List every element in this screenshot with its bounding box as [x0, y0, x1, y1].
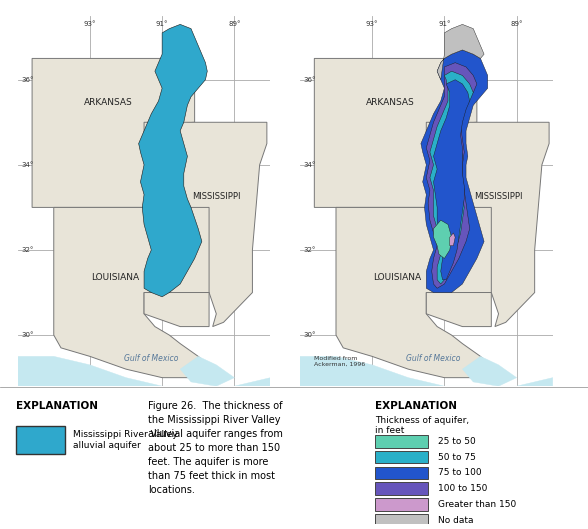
Polygon shape: [426, 293, 492, 326]
Bar: [375, 467, 427, 479]
Polygon shape: [450, 233, 455, 245]
Text: 93°: 93°: [83, 21, 96, 27]
Bar: [375, 482, 427, 495]
Text: 36°: 36°: [21, 77, 34, 83]
Text: 50 to 75: 50 to 75: [438, 452, 476, 462]
Bar: [375, 435, 427, 448]
Bar: [375, 498, 427, 511]
Text: LOUISIANA: LOUISIANA: [373, 273, 422, 282]
Bar: [375, 514, 427, 527]
Text: 34°: 34°: [303, 162, 316, 168]
Text: 91°: 91°: [438, 21, 450, 27]
Text: MISSISSIPPI: MISSISSIPPI: [475, 192, 523, 201]
Text: Thickness of aquifer,
in feet: Thickness of aquifer, in feet: [375, 416, 469, 435]
Text: 89°: 89°: [510, 21, 523, 27]
Text: 34°: 34°: [21, 162, 34, 168]
Text: 32°: 32°: [21, 247, 34, 253]
Polygon shape: [421, 50, 487, 293]
Text: Mississippi River Valley
alluvial aquifer: Mississippi River Valley alluvial aquife…: [73, 430, 178, 450]
Polygon shape: [336, 207, 506, 382]
Text: ARKANSAS: ARKANSAS: [83, 98, 132, 107]
Text: 30°: 30°: [21, 332, 34, 338]
Text: 30°: 30°: [303, 332, 316, 338]
Polygon shape: [430, 71, 473, 284]
Polygon shape: [426, 122, 549, 326]
Bar: [375, 451, 427, 463]
Polygon shape: [144, 122, 267, 326]
Text: ARKANSAS: ARKANSAS: [366, 98, 415, 107]
Polygon shape: [139, 24, 207, 297]
Text: 32°: 32°: [303, 247, 316, 253]
Polygon shape: [32, 58, 209, 207]
Polygon shape: [300, 357, 553, 399]
Polygon shape: [437, 24, 484, 80]
Polygon shape: [433, 220, 452, 259]
Text: 100 to 150: 100 to 150: [438, 484, 487, 494]
Polygon shape: [462, 357, 517, 386]
Polygon shape: [144, 293, 209, 326]
Text: 91°: 91°: [156, 21, 168, 27]
Text: Gulf of Mexico: Gulf of Mexico: [406, 353, 461, 363]
Bar: [16, 426, 65, 454]
Text: LOUISIANA: LOUISIANA: [91, 273, 139, 282]
Text: 93°: 93°: [366, 21, 378, 27]
Text: Modified from
Ackerman, 1996: Modified from Ackerman, 1996: [315, 357, 366, 367]
Text: Gulf of Mexico: Gulf of Mexico: [124, 353, 179, 363]
Polygon shape: [433, 80, 470, 280]
Text: 36°: 36°: [303, 77, 316, 83]
Text: EXPLANATION: EXPLANATION: [16, 400, 98, 411]
Polygon shape: [54, 207, 223, 382]
Text: 89°: 89°: [228, 21, 240, 27]
Polygon shape: [315, 58, 492, 207]
Text: No data: No data: [438, 516, 474, 525]
Text: 25 to 50: 25 to 50: [438, 436, 476, 446]
Polygon shape: [426, 63, 477, 288]
Polygon shape: [18, 357, 270, 399]
Text: MISSISSIPPI: MISSISSIPPI: [192, 192, 240, 201]
Text: Greater than 150: Greater than 150: [438, 500, 516, 509]
Text: Figure 26.  The thickness of
the Mississippi River Valley
alluvial aquifer range: Figure 26. The thickness of the Mississi…: [148, 400, 283, 495]
Text: EXPLANATION: EXPLANATION: [375, 400, 457, 411]
Polygon shape: [180, 357, 235, 386]
Text: 75 to 100: 75 to 100: [438, 468, 482, 478]
